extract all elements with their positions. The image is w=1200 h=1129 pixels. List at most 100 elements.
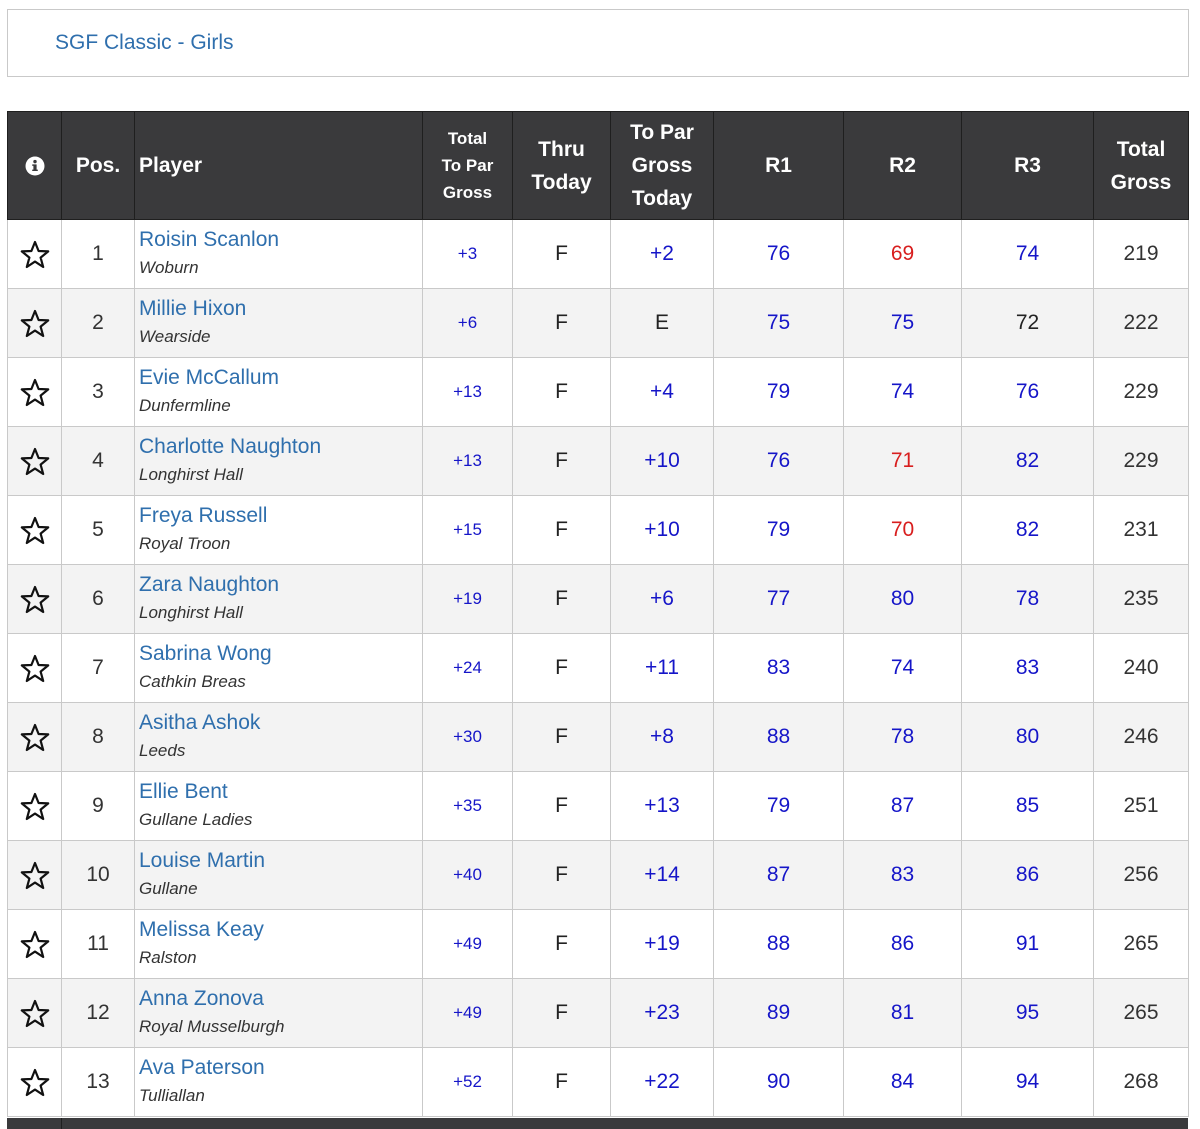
position-cell: 7: [61, 633, 135, 703]
star-outline-icon[interactable]: [20, 516, 50, 545]
leaderboard-row[interactable]: 5 Freya Russell Royal Troon +15 F +10 79 70 82 23…: [7, 495, 1189, 565]
favorite-star-cell[interactable]: [7, 495, 62, 565]
event-title-link[interactable]: SGF Classic - Girls: [55, 31, 234, 54]
star-outline-icon[interactable]: [20, 861, 50, 890]
r3-score-cell: 94: [961, 1047, 1094, 1117]
total-gross-column-header[interactable]: Total Gross: [1093, 111, 1189, 220]
leaderboard-row[interactable]: 8 Asitha Ashok Leeds +30 F +8 88 78 80 246: [7, 702, 1189, 772]
favorite-star-cell[interactable]: [7, 357, 62, 427]
header-line: Total: [447, 129, 488, 148]
player-name-link[interactable]: Freya Russell: [139, 503, 268, 527]
leaderboard-row[interactable]: 10 Louise Martin Gullane +40 F +14 87 83 86 256: [7, 840, 1189, 910]
total-to-par-column-header[interactable]: Total To Par Gross: [422, 111, 513, 220]
favorite-star-cell[interactable]: [7, 771, 62, 841]
player-name-link[interactable]: Melissa Keay: [139, 917, 264, 941]
position-cell: 1: [61, 219, 135, 289]
total-to-par-cell: +30: [422, 702, 513, 772]
position-cell: 5: [61, 495, 135, 565]
star-outline-icon[interactable]: [20, 447, 50, 476]
player-name-link[interactable]: Anna Zonova: [139, 986, 264, 1010]
player-name-link[interactable]: Millie Hixon: [139, 296, 247, 320]
header-line: Gross: [1110, 170, 1172, 194]
leaderboard-row[interactable]: 6 Zara Naughton Longhirst Hall +19 F +6 77 80 78…: [7, 564, 1189, 634]
player-name-link[interactable]: Evie McCallum: [139, 365, 280, 389]
favorite-star-cell[interactable]: [7, 840, 62, 910]
player-club: Royal Musselburgh: [139, 1016, 285, 1036]
favorite-star-cell[interactable]: [7, 219, 62, 289]
star-outline-icon[interactable]: [20, 240, 50, 269]
to-par-today-cell: +11: [610, 633, 714, 703]
r3-score-cell: 76: [961, 357, 1094, 427]
star-outline-icon[interactable]: [20, 999, 50, 1028]
r1-score-cell: 79: [713, 771, 844, 841]
r3-score-cell: 82: [961, 495, 1094, 565]
player-name-link[interactable]: Zara Naughton: [139, 572, 280, 596]
r2-score-cell: 84: [843, 1047, 962, 1117]
favorite-star-cell[interactable]: [7, 288, 62, 358]
leaderboard-row[interactable]: 4 Charlotte Naughton Longhirst Hall +13 F +10…: [7, 426, 1189, 496]
favorite-star-cell[interactable]: [7, 564, 62, 634]
position-cell: 8: [61, 702, 135, 772]
r1-score-cell: 79: [713, 495, 844, 565]
r3-column-header[interactable]: R3: [961, 111, 1094, 220]
r1-score-cell: 89: [713, 978, 844, 1048]
favorite-star-cell[interactable]: [7, 1047, 62, 1117]
star-outline-icon[interactable]: [20, 792, 50, 821]
player-club: Wearside: [139, 326, 211, 346]
total-gross-cell: 222: [1093, 288, 1189, 358]
favorite-star-cell[interactable]: [7, 633, 62, 703]
star-outline-icon[interactable]: [20, 930, 50, 959]
r2-score-cell: 75: [843, 288, 962, 358]
r3-score-cell: 82: [961, 426, 1094, 496]
r1-column-header[interactable]: R1: [713, 111, 844, 220]
player-column-header[interactable]: Player: [134, 111, 423, 220]
leaderboard-row[interactable]: 7 Sabrina Wong Cathkin Breas +24 F +11 83 74 83 2…: [7, 633, 1189, 703]
thru-today-column-header[interactable]: Thru Today: [512, 111, 611, 220]
header-line: Today: [631, 187, 693, 210]
leaderboard-row[interactable]: 1 Roisin Scanlon Woburn +3 F +2 76 69 74 219: [7, 219, 1189, 289]
total-to-par-cell: +40: [422, 840, 513, 910]
star-outline-icon[interactable]: [20, 585, 50, 614]
thru-today-cell: F: [512, 564, 611, 634]
position-cell: 6: [61, 564, 135, 634]
player-cell: Ellie Bent Gullane Ladies: [134, 771, 423, 841]
thru-today-cell: F: [512, 219, 611, 289]
leaderboard-row[interactable]: 11 Melissa Keay Ralston +49 F +19 88 86 91 265: [7, 909, 1189, 979]
to-par-today-column-header[interactable]: To Par Gross Today: [610, 111, 714, 220]
favorite-star-cell[interactable]: [7, 978, 62, 1048]
star-outline-icon[interactable]: [20, 723, 50, 752]
r3-score-cell: 95: [961, 978, 1094, 1048]
star-outline-icon[interactable]: [20, 309, 50, 338]
leaderboard-row[interactable]: 9 Ellie Bent Gullane Ladies +35 F +13 79 87 85 25…: [7, 771, 1189, 841]
header-line: To Par: [441, 156, 494, 175]
thru-today-cell: F: [512, 495, 611, 565]
player-cell: Asitha Ashok Leeds: [134, 702, 423, 772]
star-outline-icon[interactable]: [20, 654, 50, 683]
leaderboard-row[interactable]: 3 Evie McCallum Dunfermline +13 F +4 79 74 76 229: [7, 357, 1189, 427]
player-name-link[interactable]: Asitha Ashok: [139, 710, 261, 734]
star-outline-icon[interactable]: [20, 378, 50, 407]
leaderboard-row[interactable]: 12 Anna Zonova Royal Musselburgh +49 F +23 89 8…: [7, 978, 1189, 1048]
total-to-par-cell: +52: [422, 1047, 513, 1117]
favorite-star-cell[interactable]: [7, 909, 62, 979]
info-circle-icon[interactable]: [25, 156, 45, 176]
thru-today-cell: F: [512, 633, 611, 703]
r2-column-header[interactable]: R2: [843, 111, 962, 220]
favorite-star-cell[interactable]: [7, 426, 62, 496]
player-name-link[interactable]: Louise Martin: [139, 848, 266, 872]
info-column-header[interactable]: [7, 111, 62, 220]
r1-score-cell: 79: [713, 357, 844, 427]
total-gross-cell: 235: [1093, 564, 1189, 634]
thru-today-cell: F: [512, 1047, 611, 1117]
star-outline-icon[interactable]: [20, 1068, 50, 1097]
player-name-link[interactable]: Roisin Scanlon: [139, 227, 280, 251]
pos-column-header[interactable]: Pos.: [61, 111, 135, 220]
player-name-link[interactable]: Ava Paterson: [139, 1055, 265, 1079]
player-name-link[interactable]: Ellie Bent: [139, 779, 228, 803]
favorite-star-cell[interactable]: [7, 702, 62, 772]
player-name-link[interactable]: Sabrina Wong: [139, 641, 272, 665]
total-to-par-cell: +15: [422, 495, 513, 565]
player-name-link[interactable]: Charlotte Naughton: [139, 434, 322, 458]
leaderboard-row[interactable]: 13 Ava Paterson Tulliallan +52 F +22 90 84 94 268: [7, 1047, 1189, 1117]
leaderboard-row[interactable]: 2 Millie Hixon Wearside +6 F E 75 75 72 222: [7, 288, 1189, 358]
